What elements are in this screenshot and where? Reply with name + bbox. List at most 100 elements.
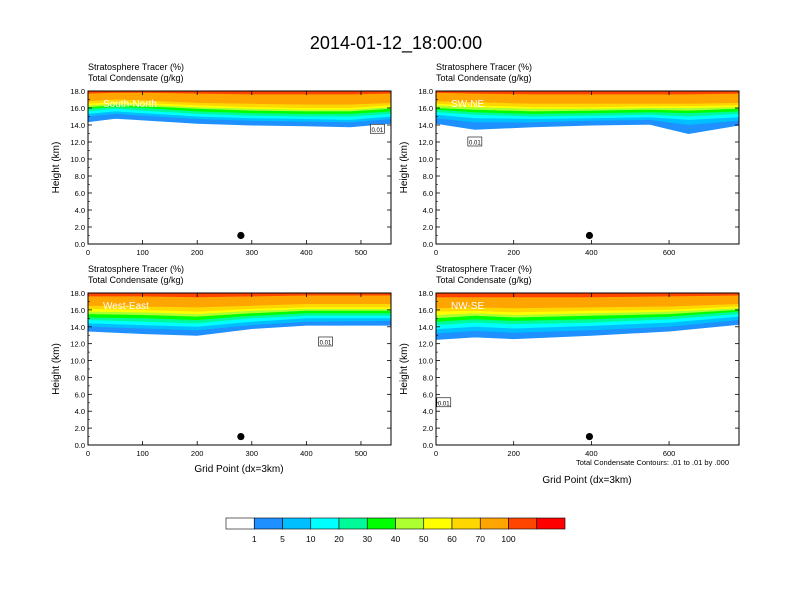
y-tick-label: 8.0 — [423, 373, 433, 382]
panel-title: South-North — [103, 99, 157, 110]
colorbar: 1 5 10 20 30 40 50 60 70 100 — [225, 517, 566, 544]
y-tick-label: 14.0 — [70, 121, 85, 130]
y-tick-label: 16.0 — [418, 306, 433, 315]
y-tick-label: 12.0 — [70, 138, 85, 147]
x-tick-label: 100 — [136, 449, 149, 458]
field-label-1: Stratosphere Tracer (%) — [436, 264, 532, 274]
field-label-2: Total Condensate (g/kg) — [88, 275, 184, 285]
x-tick-label: 500 — [355, 449, 368, 458]
y-axis-label: Height (km) — [51, 343, 62, 395]
colorbar-swatch — [253, 517, 283, 530]
panel-title: NW-SE — [451, 301, 484, 312]
y-tick-label: 18.0 — [70, 87, 85, 96]
contour-note: Total Condensate Contours: .01 to .01 by… — [576, 458, 729, 467]
colorbar-swatch — [366, 517, 396, 530]
y-tick-label: 14.0 — [418, 323, 433, 332]
field-label-1: Stratosphere Tracer (%) — [436, 62, 532, 72]
colorbar-label: 5 — [280, 534, 285, 544]
y-tick-label: 10.0 — [70, 155, 85, 164]
y-tick-label: 10.0 — [70, 357, 85, 366]
field-label-1: Stratosphere Tracer (%) — [88, 62, 184, 72]
x-tick-label: 600 — [663, 449, 676, 458]
y-tick-label: 6.0 — [423, 189, 433, 198]
panel-nw-se: 0.01 NW-SE Stratosphere Tracer (%)Total Co… — [399, 264, 740, 458]
field-label-2: Total Condensate (g/kg) — [436, 275, 532, 285]
y-tick-label: 8.0 — [423, 172, 433, 181]
y-tick-label: 0.0 — [423, 240, 433, 249]
x-tick-label: 200 — [191, 449, 204, 458]
y-axis-label: Height (km) — [399, 142, 410, 194]
x-tick-label: 400 — [300, 248, 313, 257]
x-tick-label: 600 — [663, 248, 676, 257]
field-label-2: Total Condensate (g/kg) — [436, 73, 532, 83]
panel-sw-ne: 0.01 SW-NE Stratosphere Tracer (%)Total Co… — [399, 62, 740, 257]
colorbar-swatch — [310, 517, 340, 530]
y-axis-label: Height (km) — [51, 142, 62, 194]
location-marker — [237, 231, 245, 240]
colorbar-swatch — [338, 517, 368, 530]
x-tick-label: 200 — [507, 248, 520, 257]
x-tick-label: 0 — [434, 248, 438, 257]
colorbar-label: 70 — [476, 534, 486, 544]
contour-label: 0.01 — [438, 401, 450, 407]
x-tick-label: 0 — [434, 449, 438, 458]
x-axis-label-left: Grid Point (dx=3km) — [194, 464, 283, 475]
y-tick-label: 4.0 — [423, 407, 433, 416]
tracer-field — [436, 91, 739, 244]
y-tick-label: 16.0 — [70, 306, 85, 315]
y-tick-label: 0.0 — [75, 240, 85, 249]
y-tick-label: 18.0 — [418, 289, 433, 298]
field-label-2: Total Condensate (g/kg) — [88, 73, 184, 83]
contour-label-box — [436, 397, 452, 408]
contour-label-box — [370, 123, 385, 134]
panel-west-east: 0.01 West-East Stratosphere Tracer (%)Tota… — [51, 264, 392, 458]
x-tick-label: 400 — [585, 449, 598, 458]
colorbar-label: 20 — [334, 534, 344, 544]
location-marker — [585, 432, 594, 441]
y-tick-label: 6.0 — [423, 390, 433, 399]
x-tick-label: 200 — [507, 449, 520, 458]
colorbar-label: 60 — [447, 534, 457, 544]
colorbar-label: 1 — [252, 534, 257, 544]
x-tick-label: 400 — [300, 449, 313, 458]
colorbar-label: 30 — [363, 534, 373, 544]
y-tick-label: 4.0 — [75, 206, 85, 215]
tracer-band-100 — [436, 293, 739, 298]
y-tick-label: 12.0 — [418, 138, 433, 147]
y-tick-label: 6.0 — [75, 189, 85, 198]
y-tick-label: 14.0 — [418, 121, 433, 130]
colorbar-label: 10 — [306, 534, 316, 544]
y-tick-label: 0.0 — [423, 441, 433, 450]
location-marker — [585, 231, 594, 240]
y-axis-label: Height (km) — [399, 343, 410, 395]
colorbar-label: 50 — [419, 534, 429, 544]
x-tick-label: 200 — [191, 248, 204, 257]
panel-title: SW-NE — [451, 99, 484, 110]
field-label-1: Stratosphere Tracer (%) — [88, 264, 184, 274]
tracer-edge — [436, 122, 739, 135]
x-tick-label: 500 — [355, 248, 368, 257]
colorbar-swatch — [451, 517, 481, 530]
y-tick-label: 0.0 — [75, 441, 85, 450]
colorbar-label: 100 — [501, 534, 515, 544]
y-tick-label: 12.0 — [418, 340, 433, 349]
contour-label-box — [318, 336, 333, 347]
colorbar-swatch — [536, 517, 566, 530]
tracer-field — [88, 293, 391, 445]
colorbar-swatch — [423, 517, 453, 530]
colorbar-swatch — [395, 517, 425, 530]
contour-label-box — [467, 136, 483, 147]
y-tick-label: 6.0 — [75, 390, 85, 399]
tracer-band-100 — [88, 91, 391, 95]
y-tick-label: 10.0 — [418, 155, 433, 164]
x-tick-label: 0 — [86, 248, 90, 257]
colorbar-swatch — [479, 517, 509, 530]
x-tick-label: 100 — [136, 248, 149, 257]
x-tick-label: 300 — [246, 248, 259, 257]
colorbar-swatch — [225, 517, 255, 530]
contour-label: 0.01 — [320, 340, 332, 346]
y-tick-label: 2.0 — [423, 424, 433, 433]
contour-label: 0.01 — [469, 141, 481, 147]
x-tick-label: 0 — [86, 449, 90, 458]
